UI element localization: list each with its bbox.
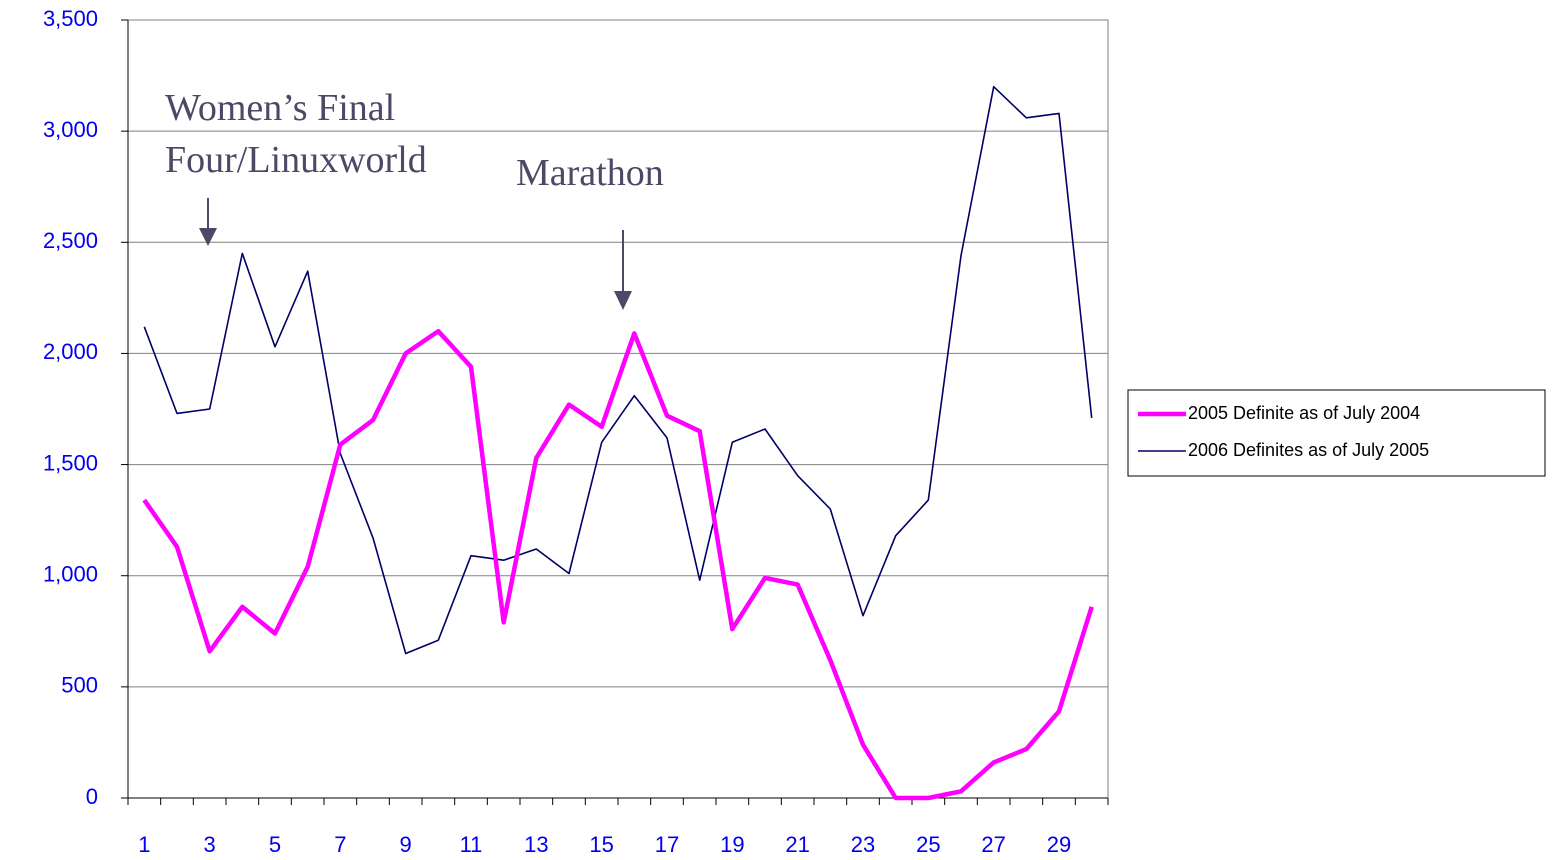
y-tick-label: 2,000: [43, 339, 98, 364]
x-tick-label: 9: [400, 832, 412, 857]
arrow-head: [614, 291, 632, 310]
x-tick-label: 21: [785, 832, 809, 857]
y-tick-label: 500: [61, 673, 98, 698]
x-tick-label: 11: [460, 832, 483, 857]
x-tick-label: 15: [589, 832, 613, 857]
y-tick-label: 3,500: [43, 6, 98, 31]
legend-label: 2005 Definite as of July 2004: [1188, 403, 1420, 423]
y-tick-label: 1,000: [43, 562, 98, 587]
annotation: Women’s Final: [165, 87, 395, 129]
legend-label: 2006 Definites as of July 2005: [1188, 440, 1429, 460]
legend-box: [1127, 389, 1546, 477]
plot-frame: [127, 19, 1109, 799]
series-line: [143, 85, 1093, 655]
x-tick-label: 23: [851, 832, 875, 857]
annotation: Marathon: [516, 152, 664, 194]
x-tick-label: 1: [138, 832, 150, 857]
x-tick-label: 13: [524, 832, 548, 857]
y-tick-label: 1,500: [43, 450, 98, 475]
x-tick-label: 17: [655, 832, 679, 857]
y-tick-label: 3,000: [43, 117, 98, 142]
arrow-head: [199, 228, 217, 246]
x-tick-label: 3: [204, 832, 216, 857]
x-tick-label: 7: [334, 832, 346, 857]
y-tick-label: 2,500: [43, 228, 98, 253]
x-tick-label: 25: [916, 832, 940, 857]
x-tick-label: 27: [981, 832, 1005, 857]
x-tick-label: 29: [1047, 832, 1071, 857]
y-tick-label: 0: [86, 784, 98, 809]
series-line: [142, 328, 1094, 801]
annotation: Four/Linuxworld: [165, 139, 427, 181]
x-tick-label: 19: [720, 832, 744, 857]
x-tick-label: 5: [269, 832, 281, 857]
